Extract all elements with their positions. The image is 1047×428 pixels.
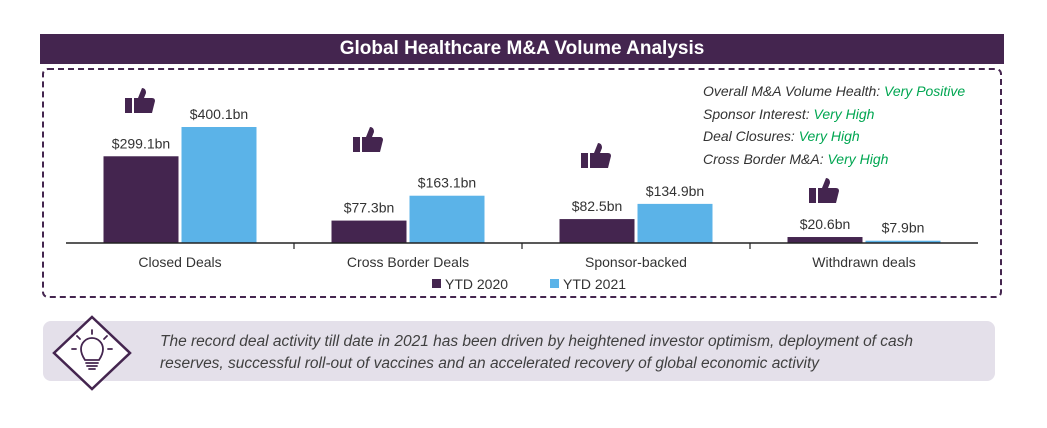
summary-item-cross-border: Cross Border M&A: Very High bbox=[703, 148, 965, 171]
x-tick-label: Closed Deals bbox=[138, 254, 221, 270]
summary-label: Cross Border M&A: bbox=[703, 150, 828, 167]
data-label: $163.1bn bbox=[418, 175, 476, 191]
thumbs-up-icon bbox=[809, 178, 839, 203]
legend-swatch bbox=[432, 279, 441, 288]
summary-value: Very High bbox=[827, 150, 889, 167]
thumbs-up-icon bbox=[125, 88, 155, 113]
summary-label: Overall M&A Volume Health: bbox=[703, 83, 885, 99]
data-label: $20.6bn bbox=[800, 216, 851, 232]
data-label: $82.5bn bbox=[572, 198, 623, 214]
data-label: $400.1bn bbox=[190, 106, 248, 122]
bar-ytd-2021 bbox=[637, 203, 713, 243]
chart-frame bbox=[42, 68, 1002, 298]
data-label: $299.1bn bbox=[112, 135, 170, 151]
summary-item-closures: Deal Closures: Very High bbox=[703, 125, 965, 148]
legend-swatch bbox=[550, 279, 559, 288]
bar-ytd-2021 bbox=[865, 240, 941, 243]
page-title: Global Healthcare M&A Volume Analysis bbox=[40, 34, 1004, 64]
thumbs-up-icon bbox=[353, 127, 383, 152]
summary-panel: Overall M&A Volume Health: Very Positive… bbox=[703, 80, 965, 170]
lightbulb-icon bbox=[52, 315, 132, 391]
bar-ytd-2020 bbox=[787, 237, 863, 243]
note-text: The record deal activity till date in 20… bbox=[160, 333, 914, 372]
summary-value: Very High bbox=[813, 105, 875, 122]
data-label: $134.9bn bbox=[646, 183, 704, 199]
x-tick-label: Withdrawn deals bbox=[812, 254, 916, 270]
legend-label: YTD 2021 bbox=[563, 276, 626, 292]
bar-ytd-2021 bbox=[181, 127, 257, 243]
x-tick-label: Sponsor-backed bbox=[585, 254, 687, 270]
data-label: $77.3bn bbox=[344, 200, 395, 216]
bar-ytd-2021 bbox=[409, 195, 485, 243]
summary-label: Sponsor Interest: bbox=[703, 105, 814, 122]
bar-ytd-2020 bbox=[103, 156, 179, 243]
summary-item-overall: Overall M&A Volume Health: Very Positive bbox=[703, 80, 965, 103]
summary-value: Very Positive bbox=[884, 83, 966, 99]
thumbs-up-icon bbox=[581, 143, 611, 168]
data-label: $7.9bn bbox=[882, 220, 925, 236]
legend-label: YTD 2020 bbox=[445, 276, 508, 292]
note-box bbox=[43, 321, 995, 381]
summary-value: Very High bbox=[798, 128, 860, 144]
x-tick-label: Cross Border Deals bbox=[347, 254, 469, 270]
summary-label: Deal Closures: bbox=[703, 128, 799, 144]
bar-chart: $299.1bn $400.1bn Closed Deals $77.3bn $163.… bbox=[66, 88, 978, 292]
bar-ytd-2020 bbox=[331, 220, 407, 243]
bar-ytd-2020 bbox=[559, 219, 635, 243]
summary-item-sponsor: Sponsor Interest: Very High bbox=[703, 103, 965, 126]
